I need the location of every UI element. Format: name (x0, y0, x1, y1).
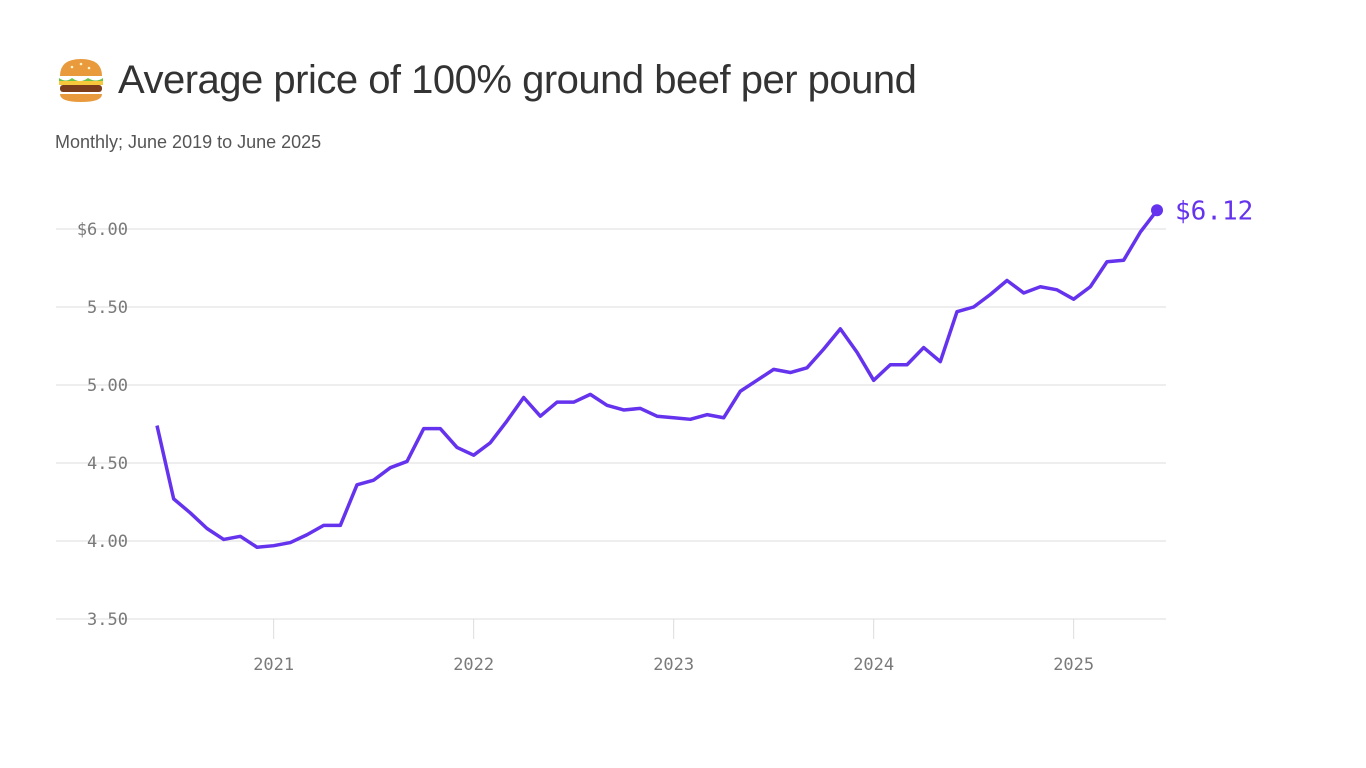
chart-subtitle: Monthly; June 2019 to June 2025 (55, 132, 322, 152)
end-value-label: $6.12 (1175, 196, 1253, 226)
x-tick-label: 2022 (453, 655, 494, 675)
x-axis-ticks: 2021 2022 2023 2024 2025 (253, 619, 1094, 675)
y-tick-label: 5.00 (87, 376, 128, 396)
chart-title: Average price of 100% ground beef per po… (118, 57, 917, 102)
y-tick-label: 4.50 (87, 454, 128, 474)
gridlines (56, 228, 1166, 620)
series-line-group: $6.12 (155, 196, 1253, 549)
x-tick-label: 2021 (253, 655, 294, 675)
y-axis-ticks: 3.50 4.00 4.50 5.00 5.50 $6.00 (77, 220, 128, 630)
series-line (155, 209, 1159, 549)
y-tick-label: 5.50 (87, 298, 128, 318)
y-tick-label: 4.00 (87, 532, 128, 552)
x-tick-label: 2024 (853, 655, 894, 675)
chart-header: Average price of 100% ground beef per po… (56, 56, 917, 104)
end-point-marker (1151, 204, 1163, 217)
x-tick-label: 2023 (653, 655, 694, 675)
hamburger-icon (59, 59, 103, 102)
y-tick-label: $6.00 (77, 220, 128, 240)
y-tick-label: 3.50 (87, 610, 128, 630)
x-tick-label: 2025 (1053, 655, 1094, 675)
